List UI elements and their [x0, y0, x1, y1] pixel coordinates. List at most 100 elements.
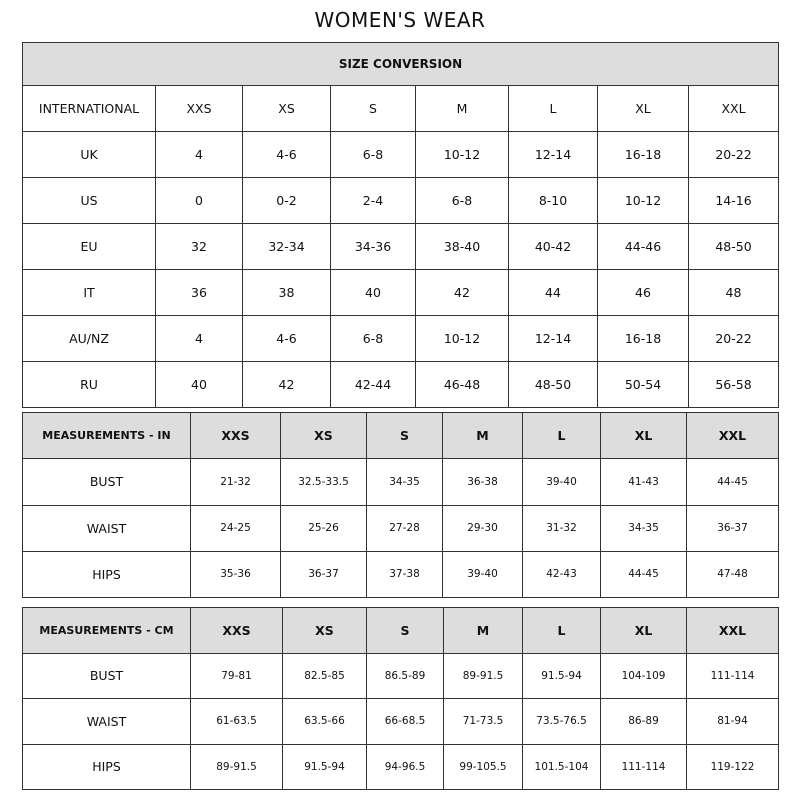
table-cell: 16-18 — [597, 131, 689, 179]
table-cell: 20-22 — [688, 131, 779, 179]
column-header: INTERNATIONAL — [22, 85, 156, 133]
table-cell: 44-45 — [600, 550, 687, 599]
row-label: AU/NZ — [22, 314, 156, 362]
column-header: XXL — [686, 411, 779, 460]
row-label: UK — [22, 131, 156, 179]
table-cell: 46-48 — [415, 360, 509, 409]
row-label: WAIST — [22, 504, 191, 552]
table-cell: 36 — [155, 268, 243, 316]
table-cell: 101.5-104 — [522, 743, 601, 790]
table-cell: 25-26 — [280, 504, 367, 552]
row-label: HIPS — [22, 743, 191, 790]
table-row: BUST 21-32 32.5-33.5 34-35 36-38 39-40 41-43 44… — [22, 458, 779, 506]
table-cell: 79-81 — [190, 652, 283, 699]
table-cell: 42-44 — [330, 360, 416, 409]
table-row: IT 36 38 40 42 44 46 48 — [22, 268, 779, 316]
table-cell: 47-48 — [686, 550, 779, 599]
table-cell: 48 — [688, 268, 779, 316]
header-row: MEASUREMENTS - CM XXS XS S M L XL XXL — [22, 607, 779, 654]
table-cell: 61-63.5 — [190, 698, 283, 745]
column-header: M — [415, 85, 509, 133]
table-cell: 40 — [330, 268, 416, 316]
column-header: XS — [282, 607, 367, 654]
table-cell: 12-14 — [508, 314, 598, 362]
row-label: HIPS — [22, 550, 191, 599]
table-cell: 50-54 — [597, 360, 689, 409]
table-cell: 42 — [415, 268, 509, 316]
table-cell: 66-68.5 — [366, 698, 444, 745]
table-cell: 63.5-66 — [282, 698, 367, 745]
table-cell: 82.5-85 — [282, 652, 367, 699]
table-cell: 89-91.5 — [190, 743, 283, 790]
table-cell: 24-25 — [190, 504, 281, 552]
column-header: L — [522, 411, 601, 460]
table-cell: 89-91.5 — [443, 652, 523, 699]
table-cell: 46 — [597, 268, 689, 316]
column-header: XXS — [155, 85, 243, 133]
table-cell: 44 — [508, 268, 598, 316]
size-conversion-table: SIZE CONVERSION INTERNATIONAL XXS XS S M L XL XX… — [22, 41, 779, 409]
table-cell: 71-73.5 — [443, 698, 523, 745]
table-cell: 42-43 — [522, 550, 601, 599]
column-header: S — [366, 411, 443, 460]
table-cell: 38-40 — [415, 223, 509, 270]
table-heading: SIZE CONVERSION — [22, 41, 779, 87]
table-cell: 99-105.5 — [443, 743, 523, 790]
row-label: US — [22, 177, 156, 225]
table-cell: 10-12 — [415, 314, 509, 362]
table-cell: 6-8 — [330, 314, 416, 362]
table-cell: 35-36 — [190, 550, 281, 599]
column-header: XS — [242, 85, 331, 133]
table-cell: 44-46 — [597, 223, 689, 270]
row-label: RU — [22, 360, 156, 409]
column-header: S — [330, 85, 416, 133]
table-cell: 32-34 — [242, 223, 331, 270]
table-cell: 48-50 — [688, 223, 779, 270]
table-cell: 12-14 — [508, 131, 598, 179]
table-cell: 56-58 — [688, 360, 779, 409]
table-row: WAIST 24-25 25-26 27-28 29-30 31-32 34-35 36-37 — [22, 504, 779, 552]
table-cell: 39-40 — [522, 458, 601, 506]
table-cell: 81-94 — [686, 698, 779, 745]
header-row: INTERNATIONAL XXS XS S M L XL XXL — [22, 85, 779, 133]
table-row: HIPS 89-91.5 91.5-94 94-96.5 99-105.5 101.5-1… — [22, 743, 779, 790]
table-cell: 20-22 — [688, 314, 779, 362]
table-cell: 119-122 — [686, 743, 779, 790]
table-cell: 41-43 — [600, 458, 687, 506]
table-cell: 91.5-94 — [522, 652, 601, 699]
table-cell: 34-35 — [366, 458, 443, 506]
row-label: WAIST — [22, 698, 191, 745]
table-row: HIPS 35-36 36-37 37-38 39-40 42-43 44-45 47-48 — [22, 550, 779, 599]
table-cell: 29-30 — [442, 504, 523, 552]
column-header: XL — [600, 607, 687, 654]
table-cell: 2-4 — [330, 177, 416, 225]
table-cell: 27-28 — [366, 504, 443, 552]
table-cell: 38 — [242, 268, 331, 316]
column-header: XL — [597, 85, 689, 133]
column-header: MEASUREMENTS - IN — [22, 411, 191, 460]
table-cell: 86.5-89 — [366, 652, 444, 699]
row-label: BUST — [22, 652, 191, 699]
column-header: XXS — [190, 607, 283, 654]
table-cell: 6-8 — [330, 131, 416, 179]
column-header: MEASUREMENTS - CM — [22, 607, 191, 654]
table-cell: 44-45 — [686, 458, 779, 506]
table-cell: 73.5-76.5 — [522, 698, 601, 745]
page-title: WOMEN'S WEAR — [314, 8, 486, 32]
table-cell: 10-12 — [415, 131, 509, 179]
table-cell: 111-114 — [686, 652, 779, 699]
table-row: UK 4 4-6 6-8 10-12 12-14 16-18 20-22 — [22, 131, 779, 179]
table-row: US 0 0-2 2-4 6-8 8-10 10-12 14-16 — [22, 177, 779, 225]
table-cell: 34-35 — [600, 504, 687, 552]
table-cell: 94-96.5 — [366, 743, 444, 790]
table-row: BUST 79-81 82.5-85 86.5-89 89-91.5 91.5-94 104… — [22, 652, 779, 699]
column-header: XL — [600, 411, 687, 460]
table-cell: 40 — [155, 360, 243, 409]
table-cell: 91.5-94 — [282, 743, 367, 790]
table-row: AU/NZ 4 4-6 6-8 10-12 12-14 16-18 20-22 — [22, 314, 779, 362]
column-header: M — [443, 607, 523, 654]
header-row: MEASUREMENTS - IN XXS XS S M L XL XXL — [22, 411, 779, 460]
table-heading-row: SIZE CONVERSION — [22, 41, 779, 87]
table-cell: 36-38 — [442, 458, 523, 506]
row-label: IT — [22, 268, 156, 316]
